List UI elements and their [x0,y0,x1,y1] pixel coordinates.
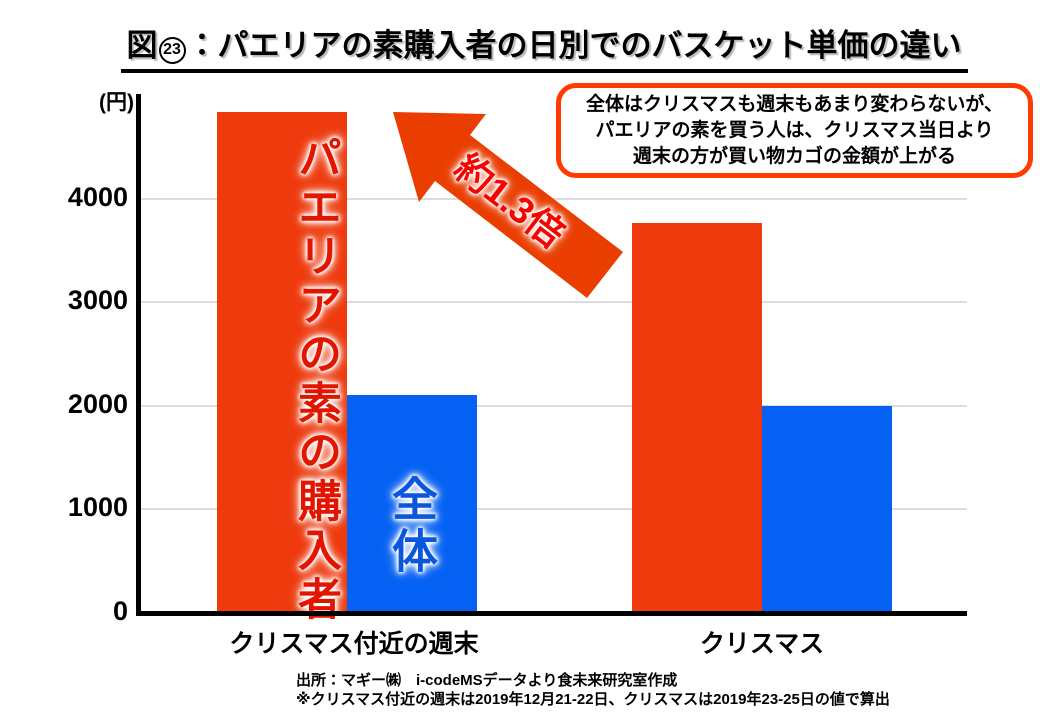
gridline-3000 [139,301,967,303]
bar-paella-buyers-christmas [632,223,762,613]
x-category-weekend-near-christmas: クリスマス付近の週末 [229,630,479,658]
y-tick-3000: 3000 [67,285,128,315]
y-axis-unit-label: (円) [99,91,134,114]
callout-line-2: パエリアの素を買う人は、クリスマス当日より [595,119,994,141]
source-notes: 出所：マギー㈱ i-codeMSデータより食未来研究室作成 ※クリスマス付近の週… [296,671,890,709]
bar-overall-christmas [762,406,892,613]
y-tick-4000: 4000 [67,182,128,212]
figure-prefix: 図 [126,28,158,63]
title-text: パエリアの素購入者の日別でのバスケット単価の違い [217,28,962,63]
x-axis-line [136,611,967,616]
title-row: 図 23 ：パエリアの素購入者の日別でのバスケット単価の違い [0,20,1040,73]
gridline-2000 [139,405,967,407]
source-line: 出所：マギー㈱ i-codeMSデータより食未来研究室作成 [296,672,678,689]
bar-label-paella-buyers: パエリアの素の購入者 [291,134,340,625]
bar-paella-buyers-weekend: パエリアの素の購入者 [217,112,347,625]
insight-callout-box: 全体はクリスマスも週末もあまり変わらないが、 パエリアの素を買う人は、クリスマス… [556,83,1033,178]
x-category-christmas: クリスマス [699,630,825,658]
title-separator: ： [186,28,218,63]
callout-line-1: 全体はクリスマスも週末もあまり変わらないが、 [585,93,1004,115]
circled-number-23: 23 [158,36,186,64]
y-tick-2000: 2000 [67,389,128,419]
bar-label-overall: 全体 [386,475,438,579]
y-tick-1000: 1000 [67,492,128,522]
calculation-note-line: ※クリスマス付近の週末は2019年12月21-22日、クリスマスは2019年23… [296,691,890,708]
gridline-1000 [139,508,967,510]
y-tick-0: 0 [112,596,128,626]
page-title: 図 23 ：パエリアの素購入者の日別でのバスケット単価の違い [120,20,968,73]
bar-overall-weekend: 全体 [347,395,477,613]
callout-line-3: 週末の方が買い物カゴの金額が上がる [632,145,956,167]
y-axis-line [136,94,141,615]
